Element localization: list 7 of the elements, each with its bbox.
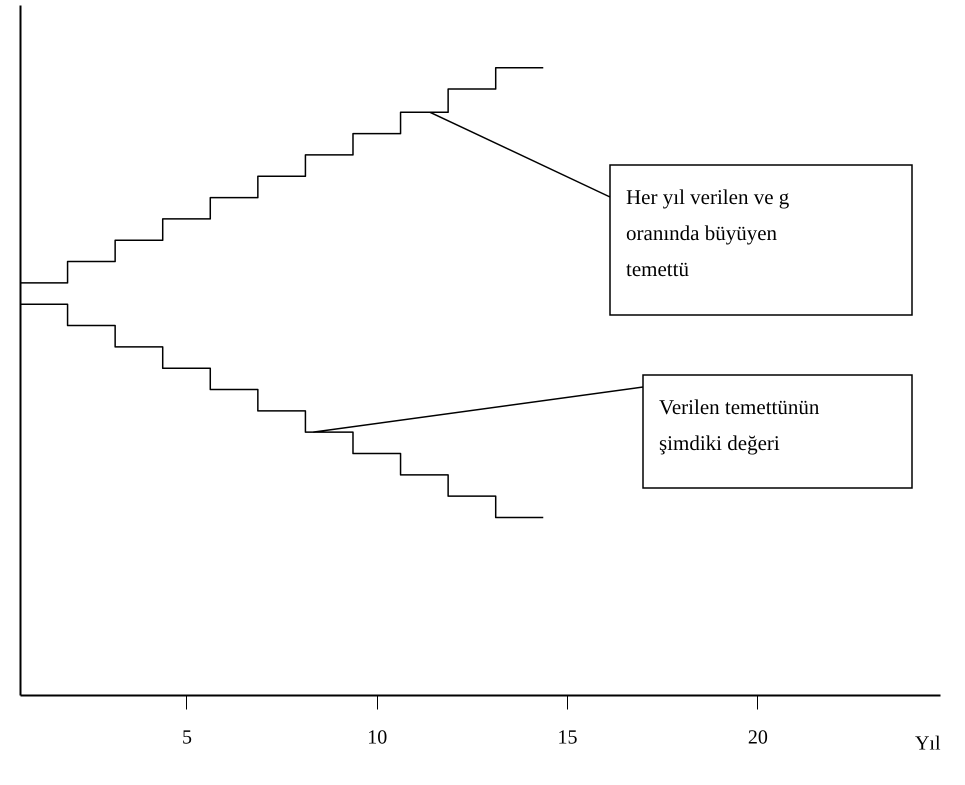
annotation: Verilen temettünün şimdiki değeri — [659, 395, 820, 455]
x-tick-label: 5 — [182, 726, 192, 748]
x-axis-title: Yıl — [914, 732, 941, 754]
x-tick-label: 10 — [367, 726, 388, 748]
annotation: Her yıl verilen ve g oranında büyüyen temettü — [626, 185, 790, 281]
x-tick-label: 15 — [558, 726, 578, 748]
x-tick-label: 20 — [748, 726, 768, 748]
